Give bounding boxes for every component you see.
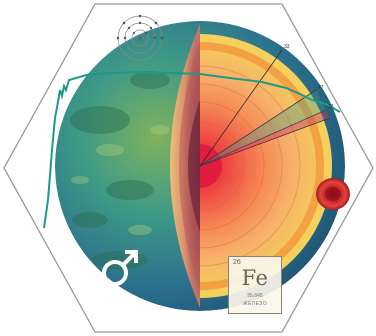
sector-highlight-pink bbox=[200, 110, 330, 166]
element-symbol: Fe bbox=[241, 266, 269, 290]
atom-orbit-icon bbox=[116, 14, 164, 61]
cutaway-wedge bbox=[170, 24, 200, 308]
red-blood-cell-icon bbox=[316, 178, 350, 210]
element-name: ЖЕЛЕЗО bbox=[242, 301, 268, 307]
iron-element-tile: 26 Fe 55.845 ЖЕЛЕЗО bbox=[228, 256, 282, 314]
sector-highlight bbox=[200, 90, 326, 166]
planet-interior bbox=[200, 34, 332, 298]
angle-label-3: 38 bbox=[328, 104, 334, 110]
angle-label-1: 33 bbox=[284, 44, 290, 50]
atomic-mass: 55.845 bbox=[247, 293, 263, 299]
seismic-profile-line bbox=[43, 70, 341, 229]
angle-sector-lines bbox=[199, 49, 331, 167]
atomic-number: 26 bbox=[233, 259, 241, 266]
mars-symbol-icon bbox=[102, 250, 138, 286]
angle-label-2: 47 bbox=[318, 85, 324, 91]
